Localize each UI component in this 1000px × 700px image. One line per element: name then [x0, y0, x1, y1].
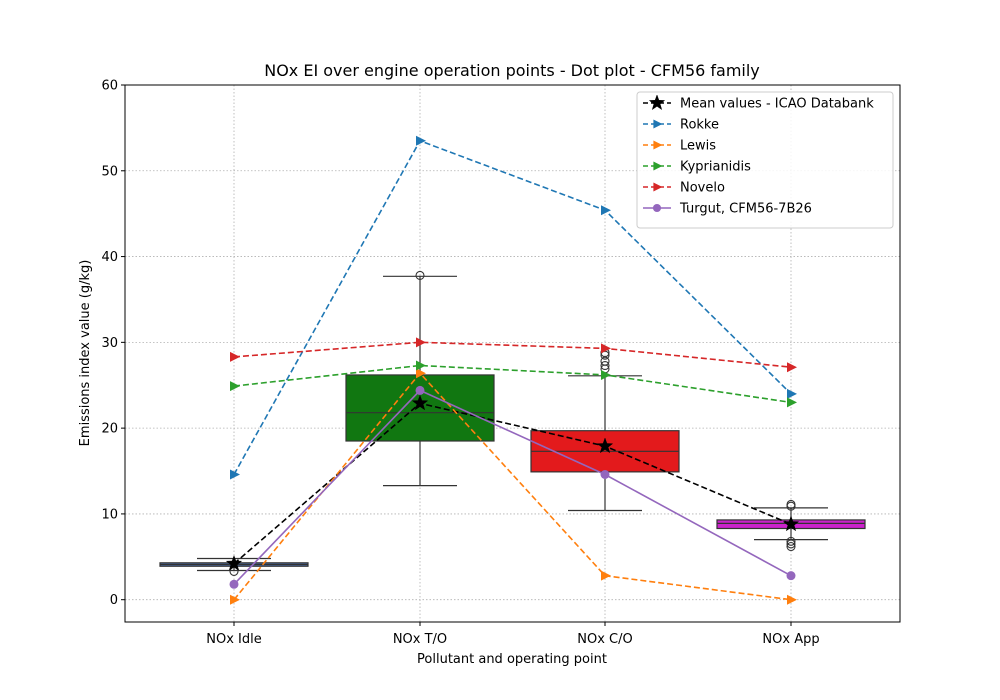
series-point	[600, 469, 610, 479]
legend-marker	[653, 119, 663, 129]
series-point	[787, 397, 797, 408]
legend-marker	[653, 161, 663, 171]
x-tick-label: NOx T/O	[393, 632, 447, 647]
legend-label: Rokke	[680, 118, 719, 133]
series-point	[230, 381, 240, 392]
series	[225, 394, 800, 571]
series-point	[416, 337, 426, 348]
y-tick-label: 20	[101, 422, 118, 437]
legend-label: Kyprianidis	[680, 160, 751, 175]
box-iqr	[345, 374, 495, 442]
series-point	[229, 579, 239, 589]
series-point	[416, 360, 426, 371]
series-line	[233, 364, 792, 404]
series-line	[233, 139, 792, 475]
outlier-point	[600, 356, 610, 366]
legend-label: Lewis	[680, 139, 716, 154]
series-point	[230, 469, 240, 480]
legend-entry: Turgut, CFM56-7B26	[643, 202, 812, 217]
series-point	[787, 594, 797, 605]
legend-marker	[653, 140, 663, 150]
legend-entry: Rokke	[643, 118, 719, 133]
series-point	[601, 205, 611, 216]
x-axis: NOx Idle NOx T/O NOx C/O NOx App	[206, 622, 820, 647]
series	[230, 135, 797, 480]
y-tick-label: 50	[101, 164, 118, 179]
legend-label: Novelo	[680, 181, 725, 196]
series	[230, 337, 797, 373]
y-tick-label: 0	[110, 593, 118, 608]
series	[229, 385, 796, 589]
legend-entry: Mean values - ICAO Databank	[643, 94, 874, 112]
outlier-point	[786, 536, 796, 546]
legend-label: Mean values - ICAO Databank	[680, 97, 874, 112]
x-tick-label: NOx App	[762, 632, 819, 647]
y-tick-label: 40	[101, 250, 118, 265]
legend-label: Turgut, CFM56-7B26	[679, 202, 812, 217]
legend-entry: Kyprianidis	[643, 160, 751, 175]
series	[230, 360, 797, 408]
x-axis-label: Pollutant and operating point	[417, 652, 607, 667]
outlier-point	[786, 541, 796, 552]
series-point	[787, 388, 797, 399]
x-tick-label: NOx C/O	[577, 632, 632, 647]
legend-entry: Novelo	[643, 181, 725, 196]
legend-marker	[648, 94, 666, 111]
y-axis: 0 10 20 30 40 50 60	[101, 79, 125, 608]
series-point	[230, 594, 240, 605]
chart-title: NOx EI over engine operation points - Do…	[264, 61, 760, 80]
legend-entry: Lewis	[643, 139, 716, 154]
data-series	[225, 135, 800, 605]
series-point	[787, 362, 797, 373]
outlier-point	[786, 499, 796, 510]
y-tick-label: 10	[101, 507, 118, 522]
y-tick-label: 30	[101, 336, 118, 351]
series-point	[415, 385, 425, 395]
series-point	[782, 515, 800, 532]
outlier-point	[786, 539, 796, 549]
series-point	[596, 437, 614, 454]
series-point	[601, 570, 611, 581]
outlier-point	[415, 270, 425, 280]
y-axis-label: Emissions index value (g/kg)	[78, 260, 93, 447]
series-point	[416, 368, 426, 379]
series-point	[416, 135, 426, 146]
series-point	[601, 343, 611, 354]
y-tick-label: 60	[101, 79, 118, 94]
legend-box	[636, 91, 894, 229]
x-tick-label: NOx Idle	[206, 632, 261, 647]
series-line	[233, 371, 792, 601]
series	[230, 368, 797, 605]
legend-marker	[653, 182, 663, 192]
outlier-point	[229, 566, 239, 576]
series-line	[233, 389, 792, 585]
series-point	[225, 554, 243, 571]
legend-marker	[652, 203, 662, 213]
plot-area-frame	[124, 84, 901, 623]
series-line	[233, 341, 792, 368]
box-plot	[345, 270, 495, 487]
series-point	[230, 351, 240, 362]
legend: Mean values - ICAO Databank Rokke Lewis Kyp…	[636, 91, 894, 229]
series-point	[601, 369, 611, 380]
series-point	[786, 571, 796, 581]
box-plots	[159, 270, 866, 576]
series-point	[411, 394, 429, 411]
series-line	[233, 402, 792, 565]
outlier-point	[600, 360, 610, 371]
